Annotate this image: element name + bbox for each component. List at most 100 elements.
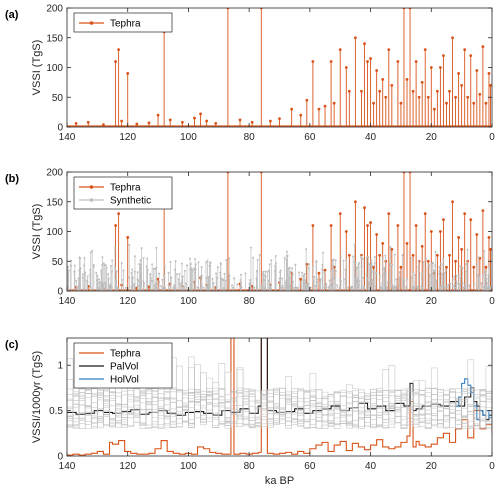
- synthetic-marker: [334, 259, 337, 262]
- tephra-marker: [448, 253, 451, 257]
- synthetic-marker: [328, 279, 331, 282]
- x-tick-label: 120: [119, 296, 136, 307]
- synthetic-marker: [372, 270, 375, 273]
- synthetic-marker: [151, 263, 154, 266]
- x-tick-label: 40: [365, 132, 377, 143]
- synthetic-marker: [183, 269, 186, 272]
- synthetic-marker: [100, 269, 103, 272]
- synthetic-marker: [77, 284, 80, 287]
- tephra-marker: [457, 72, 461, 75]
- synthetic-marker: [261, 272, 264, 275]
- synthetic-marker: [103, 264, 106, 267]
- synthetic-marker: [270, 259, 273, 262]
- synthetic-marker: [318, 282, 321, 285]
- synthetic-marker: [402, 278, 405, 281]
- synthetic-marker: [155, 266, 158, 269]
- synthetic-marker: [209, 261, 212, 264]
- synthetic-marker: [67, 265, 69, 268]
- synthetic-marker: [89, 268, 92, 271]
- synthetic-marker: [206, 284, 209, 287]
- x-tick-label: 140: [59, 461, 76, 472]
- synthetic-marker: [442, 258, 445, 261]
- synthetic-marker: [180, 280, 183, 283]
- synthetic-marker: [215, 272, 218, 275]
- tephra-marker: [487, 236, 491, 239]
- synthetic-marker: [131, 268, 134, 271]
- synthetic-marker: [435, 279, 438, 282]
- synthetic-marker: [114, 268, 117, 271]
- synthetic-marker: [358, 261, 361, 264]
- tephra-marker: [278, 117, 281, 121]
- legend-box: [73, 176, 173, 210]
- synthetic-marker: [114, 280, 117, 283]
- tephra-marker: [405, 78, 409, 81]
- tephra-marker: [445, 101, 448, 105]
- synthetic-marker: [321, 251, 324, 254]
- synthetic-marker: [336, 284, 339, 287]
- y-tick-label: 0.5: [49, 406, 63, 417]
- synthetic-marker: [367, 256, 370, 259]
- synthetic-marker: [263, 279, 266, 282]
- plot-area: [67, 338, 492, 456]
- x-axis-label: ka BP: [265, 475, 294, 487]
- y-tick-label: 50: [52, 257, 64, 268]
- synthetic-marker: [313, 275, 316, 278]
- series-synthetic: [67, 243, 492, 291]
- synthetic-marker: [439, 262, 442, 265]
- tephra-marker: [360, 89, 363, 93]
- tephra-marker: [205, 119, 209, 123]
- y-axis-label: VSSI (TgS): [31, 40, 43, 96]
- synthetic-marker: [174, 268, 177, 271]
- synthetic-marker: [428, 273, 431, 276]
- synthetic-marker: [202, 286, 205, 289]
- tephra-marker: [117, 212, 121, 216]
- synthetic-marker: [332, 258, 335, 261]
- synthetic-marker: [109, 264, 112, 267]
- tephra-marker: [102, 123, 105, 127]
- synthetic-marker: [81, 273, 84, 276]
- synthetic-marker: [140, 247, 143, 250]
- tephra-marker: [323, 268, 327, 272]
- legend: Tephra: [73, 12, 173, 33]
- synthetic-marker: [347, 286, 350, 289]
- tephra-marker: [323, 104, 327, 108]
- synthetic-marker: [131, 276, 134, 279]
- tephra-marker: [344, 66, 348, 69]
- synthetic-marker: [306, 286, 309, 289]
- tephra-marker: [311, 60, 315, 63]
- synthetic-marker: [443, 272, 446, 275]
- synthetic-marker: [480, 282, 483, 285]
- synthetic-marker: [393, 253, 396, 256]
- synthetic-marker: [447, 283, 450, 286]
- tephra-marker: [114, 60, 117, 63]
- synthetic-marker: [441, 273, 444, 276]
- x-tick-label: 60: [304, 461, 316, 472]
- synthetic-marker: [365, 256, 368, 259]
- tephra-marker: [147, 121, 151, 125]
- y-tick-label: 1: [57, 361, 63, 372]
- tephra-marker: [156, 113, 160, 117]
- tephra-marker: [445, 265, 448, 269]
- synthetic-marker: [484, 270, 487, 273]
- synthetic-marker: [283, 256, 286, 259]
- synthetic-marker: [462, 286, 465, 289]
- synthetic-marker: [136, 271, 139, 274]
- tephra-marker: [329, 224, 333, 227]
- tephra-marker: [369, 221, 372, 224]
- synthetic-marker: [213, 286, 216, 289]
- synthetic-marker: [185, 282, 188, 285]
- synthetic-marker: [285, 250, 288, 253]
- synthetic-marker: [222, 287, 225, 290]
- synthetic-marker: [312, 265, 315, 268]
- synthetic-marker: [156, 286, 159, 289]
- series-tephra: [67, 338, 492, 456]
- synthetic-marker: [354, 261, 357, 264]
- axes-box: [66, 337, 493, 457]
- synthetic-marker: [370, 271, 373, 274]
- tephra-marker: [451, 200, 454, 204]
- synthetic-marker: [249, 246, 252, 249]
- synthetic-marker: [432, 262, 435, 265]
- synthetic-marker: [111, 270, 114, 273]
- synthetic-marker: [76, 286, 79, 289]
